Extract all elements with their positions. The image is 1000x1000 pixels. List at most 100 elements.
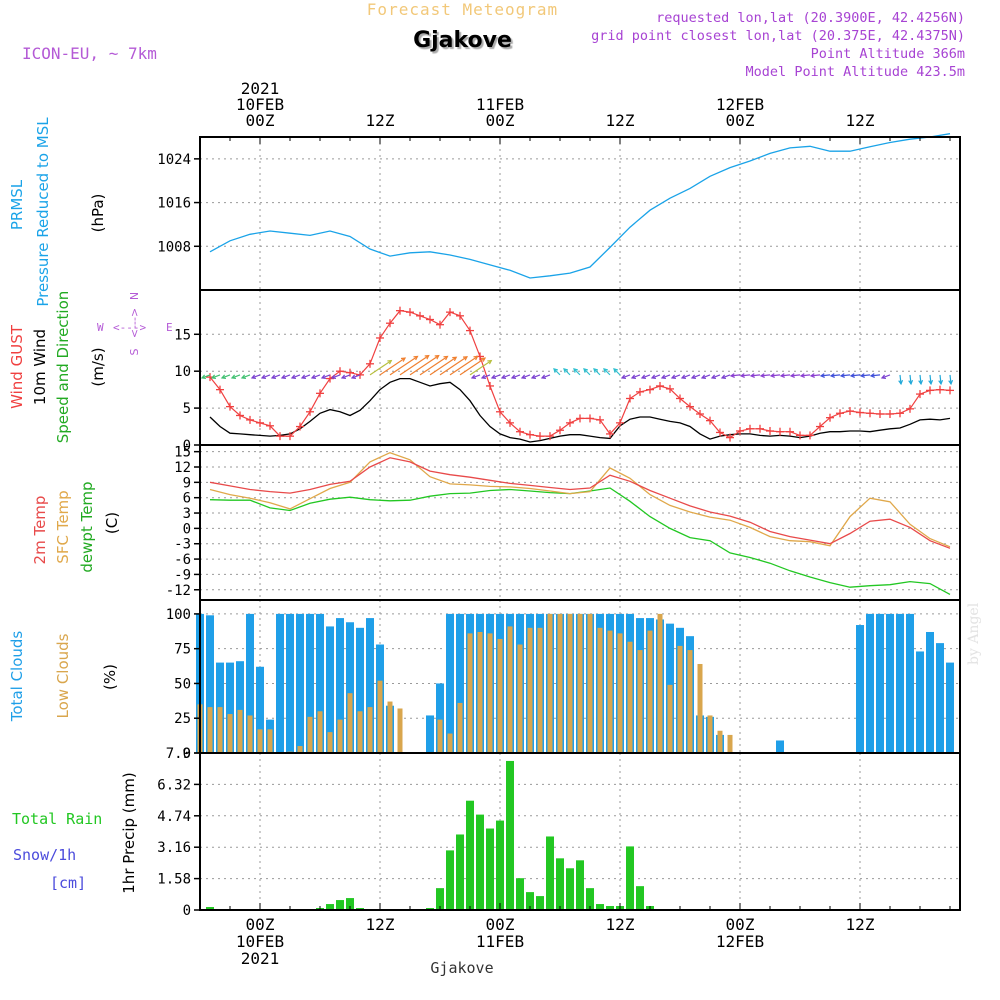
low-cloud-bar [637, 650, 643, 753]
wind-direction-arrow [241, 374, 251, 379]
y-tick-label: 1016 [157, 196, 191, 212]
wind-direction-arrowhead [680, 374, 687, 380]
y-tick-label: 75 [174, 642, 191, 658]
wind-direction-arrowhead [340, 374, 347, 380]
total-cloud-bar [906, 613, 914, 753]
wind-direction-arrowhead [387, 359, 393, 365]
y-tick-label: 1024 [157, 152, 191, 168]
total-cloud-bar [326, 626, 334, 753]
low-cloud-bar [307, 716, 313, 753]
low-cloud-bar [247, 715, 253, 753]
wind-direction-arrowhead [540, 374, 547, 380]
wind10m-line [209, 377, 951, 443]
time-label-bottom: 00Z [726, 915, 755, 934]
wind-direction-arrow [899, 374, 902, 384]
wind-direction-arrowhead [650, 374, 657, 380]
wind-direction-arrowhead [250, 374, 257, 380]
rain-bar [496, 820, 504, 910]
wind-direction-arrowhead [220, 374, 227, 380]
wind-direction-arrowhead [869, 373, 875, 378]
rain-bar [446, 850, 454, 910]
low-cloud-bar [677, 645, 683, 753]
time-label-bottom: 10FEB [236, 932, 284, 951]
total-cloud-bar [936, 643, 944, 753]
rain-bar [336, 900, 344, 910]
y-tick-label: 12 [174, 460, 191, 476]
low-cloud-bar [227, 714, 233, 753]
wind-direction-arrowhead [470, 374, 477, 380]
wind-direction-arrowhead [613, 367, 619, 373]
low-cloud-bar [477, 631, 483, 753]
snow-label: Snow/1h [13, 846, 76, 864]
low-cloud-bar [457, 702, 463, 753]
wind-direction-arrow [511, 374, 521, 379]
low-cloud-bar [207, 707, 213, 753]
low-cloud-bar [267, 729, 273, 753]
wind-direction-arrow [860, 374, 871, 377]
wind-direction-arrowhead [849, 373, 855, 378]
wind-direction-arrow [613, 368, 621, 376]
y-tick-label: -9 [174, 567, 191, 583]
low-cloud-bar [327, 732, 333, 753]
y-tick-label: 3 [183, 506, 191, 522]
wind-direction-arrow [820, 374, 831, 377]
low-clouds-label: Low Clouds [54, 633, 72, 718]
wind-direction-arrowhead [809, 373, 815, 378]
wind-direction-arrowhead [660, 374, 667, 380]
wind-direction-arrowhead [769, 373, 775, 378]
low-cloud-bar [257, 729, 263, 753]
wind-direction-arrow [521, 374, 531, 379]
low-cloud-bar [687, 650, 693, 753]
wind-direction-arrow [939, 374, 942, 384]
low-cloud-bar [367, 707, 373, 753]
dewpoint-line [209, 487, 951, 595]
rain-bar [476, 814, 484, 910]
compass-e: E [166, 321, 173, 334]
y-tick-label: 9 [183, 475, 191, 491]
total-cloud-bar [946, 662, 954, 753]
rain-bar [456, 834, 464, 910]
time-label-top: 12Z [606, 111, 635, 130]
temp2m-line [209, 457, 951, 549]
total-cloud-bar [446, 613, 454, 753]
rain-bar [346, 898, 354, 910]
low-cloud-bar [297, 746, 303, 753]
wind-direction-arrowhead [779, 373, 785, 378]
low-cloud-bar [337, 719, 343, 753]
precip-panel-frame [199, 752, 961, 911]
wind-direction-arrow [311, 374, 321, 379]
precip-unit: 1hr Precip (mm) [120, 772, 138, 893]
y-tick-label: 5 [183, 401, 191, 417]
wind-direction-arrowhead [260, 374, 267, 380]
total-clouds-label: Total Clouds [8, 631, 26, 723]
y-tick-label: 6 [183, 491, 191, 507]
wind-direction-arrowhead [739, 373, 745, 378]
rain-bar [626, 846, 634, 910]
total-cloud-bar [336, 618, 344, 753]
temp2m-label: 2m Temp [31, 496, 49, 565]
y-tick-label: 15 [174, 445, 191, 461]
low-cloud-bar [487, 633, 493, 753]
y-tick-label: -12 [166, 583, 191, 599]
wind-direction-arrow [231, 374, 241, 379]
total-cloud-bar [886, 613, 894, 753]
rain-bar [436, 888, 444, 910]
total-cloud-bar [366, 618, 374, 753]
wind-unit: (m/s) [89, 347, 107, 386]
wind-direction-arrow [211, 374, 221, 379]
point-altitude: Point Altitude 366m [810, 46, 965, 62]
low-cloud-bar [397, 708, 403, 753]
wind-direction-arrow [760, 374, 771, 377]
wind-direction-arrowhead [749, 373, 755, 378]
wind-direction-arrow [721, 374, 731, 379]
low-cloud-bar [387, 701, 393, 753]
wind-direction-arrowhead [928, 379, 934, 386]
wind-direction-arrow [201, 374, 211, 379]
y-tick-label: 100 [166, 607, 191, 623]
wind-direction-arrowhead [290, 374, 297, 380]
low-cloud-bar [537, 627, 543, 753]
rain-bar [466, 800, 474, 910]
wind-direction-arrowhead [620, 374, 627, 380]
wind-direction-arrow [621, 374, 631, 379]
wind-direction-arrowhead [280, 374, 287, 380]
